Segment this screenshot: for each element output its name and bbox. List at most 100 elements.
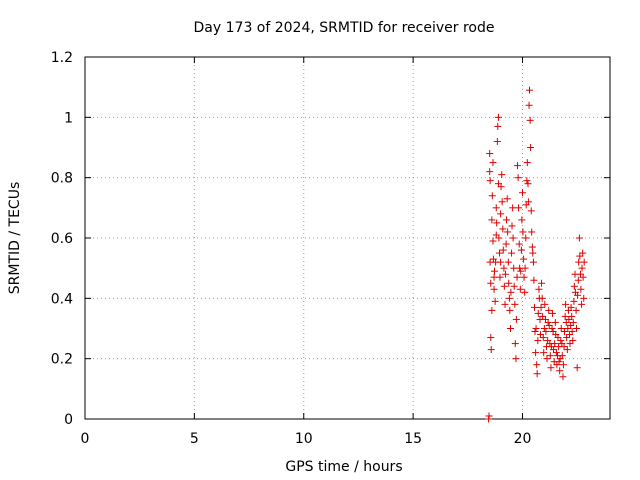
data-point — [514, 174, 522, 182]
data-point — [566, 340, 574, 348]
data-point — [508, 222, 516, 230]
data-point — [493, 219, 501, 227]
data-point — [524, 198, 532, 206]
data-point — [567, 303, 575, 311]
data-point — [491, 267, 498, 275]
data-point — [506, 306, 514, 314]
data-point — [520, 255, 528, 263]
data-point — [487, 279, 495, 287]
data-point — [564, 325, 572, 332]
data-point — [494, 113, 502, 121]
data-point — [575, 234, 583, 242]
data-point — [487, 346, 495, 354]
data-point — [511, 300, 519, 308]
data-point — [569, 318, 577, 326]
data-point — [539, 312, 547, 320]
data-point — [497, 183, 505, 191]
y-tick-label: 0.8 — [51, 171, 73, 187]
data-point — [504, 228, 512, 236]
data-point — [578, 300, 586, 308]
data-point — [489, 237, 497, 245]
data-point — [516, 285, 524, 293]
data-point — [579, 273, 587, 281]
data-point — [507, 288, 515, 296]
data-point — [573, 364, 581, 372]
data-point — [580, 294, 588, 302]
data-point — [526, 116, 534, 124]
data-point — [487, 334, 495, 342]
y-tick-label: 1.2 — [51, 50, 73, 66]
data-point — [515, 204, 523, 212]
data-point — [522, 234, 530, 242]
data-point — [488, 192, 496, 200]
data-point — [542, 328, 550, 336]
data-point — [540, 349, 548, 357]
x-tick-label: 0 — [81, 431, 90, 447]
data-point — [557, 325, 565, 332]
x-tick-label: 5 — [190, 431, 199, 447]
data-point — [488, 306, 496, 314]
data-point — [559, 373, 567, 381]
data-point — [510, 282, 518, 290]
data-point — [506, 325, 514, 332]
data-point — [519, 189, 526, 197]
data-point — [577, 285, 585, 293]
data-point — [523, 177, 531, 185]
data-point — [545, 306, 553, 314]
data-point — [531, 328, 539, 336]
data-point — [532, 349, 540, 357]
chart-title: Day 173 of 2024, SRMTID for receiver rod… — [194, 20, 495, 36]
data-point — [505, 279, 513, 287]
data-point — [573, 325, 581, 332]
data-point — [574, 276, 582, 284]
data-point — [496, 273, 504, 281]
data-point — [572, 306, 580, 314]
data-point — [565, 315, 573, 323]
data-point — [539, 334, 547, 342]
data-point — [530, 276, 538, 284]
x-axis-label: GPS time / hours — [285, 459, 402, 475]
data-point — [495, 234, 503, 242]
data-point — [520, 273, 528, 281]
data-point — [538, 294, 546, 302]
data-point — [563, 346, 571, 354]
data-point — [574, 291, 582, 299]
data-point — [579, 249, 587, 257]
data-point — [533, 370, 541, 378]
data-point — [497, 210, 505, 218]
data-point — [485, 412, 493, 420]
data-point — [521, 288, 529, 296]
y-tick-label: 0.2 — [51, 352, 73, 368]
y-tick-label: 0.4 — [51, 291, 73, 307]
data-point — [512, 355, 520, 363]
data-point — [498, 171, 506, 179]
data-point — [489, 159, 497, 167]
data-point — [547, 364, 555, 372]
data-point — [508, 249, 516, 257]
data-point — [558, 352, 566, 360]
data-point — [526, 86, 533, 94]
data-point — [568, 312, 576, 320]
data-point — [515, 240, 523, 248]
data-point — [578, 264, 586, 272]
data-point — [551, 318, 559, 326]
data-point — [543, 355, 551, 363]
data-point — [513, 273, 521, 281]
data-point — [528, 243, 536, 251]
data-point — [493, 137, 501, 145]
data-point — [529, 249, 537, 257]
data-point — [501, 300, 509, 308]
x-tick-label: 15 — [404, 431, 422, 447]
data-point — [524, 180, 532, 188]
data-point — [511, 340, 519, 348]
data-point — [528, 228, 536, 236]
data-point — [504, 258, 512, 266]
data-point — [500, 264, 508, 272]
y-tick-label: 0.6 — [51, 231, 73, 247]
data-point — [500, 282, 508, 290]
grid-lines — [85, 57, 610, 419]
data-point — [550, 346, 558, 354]
data-point — [563, 334, 571, 342]
data-point — [570, 297, 578, 305]
